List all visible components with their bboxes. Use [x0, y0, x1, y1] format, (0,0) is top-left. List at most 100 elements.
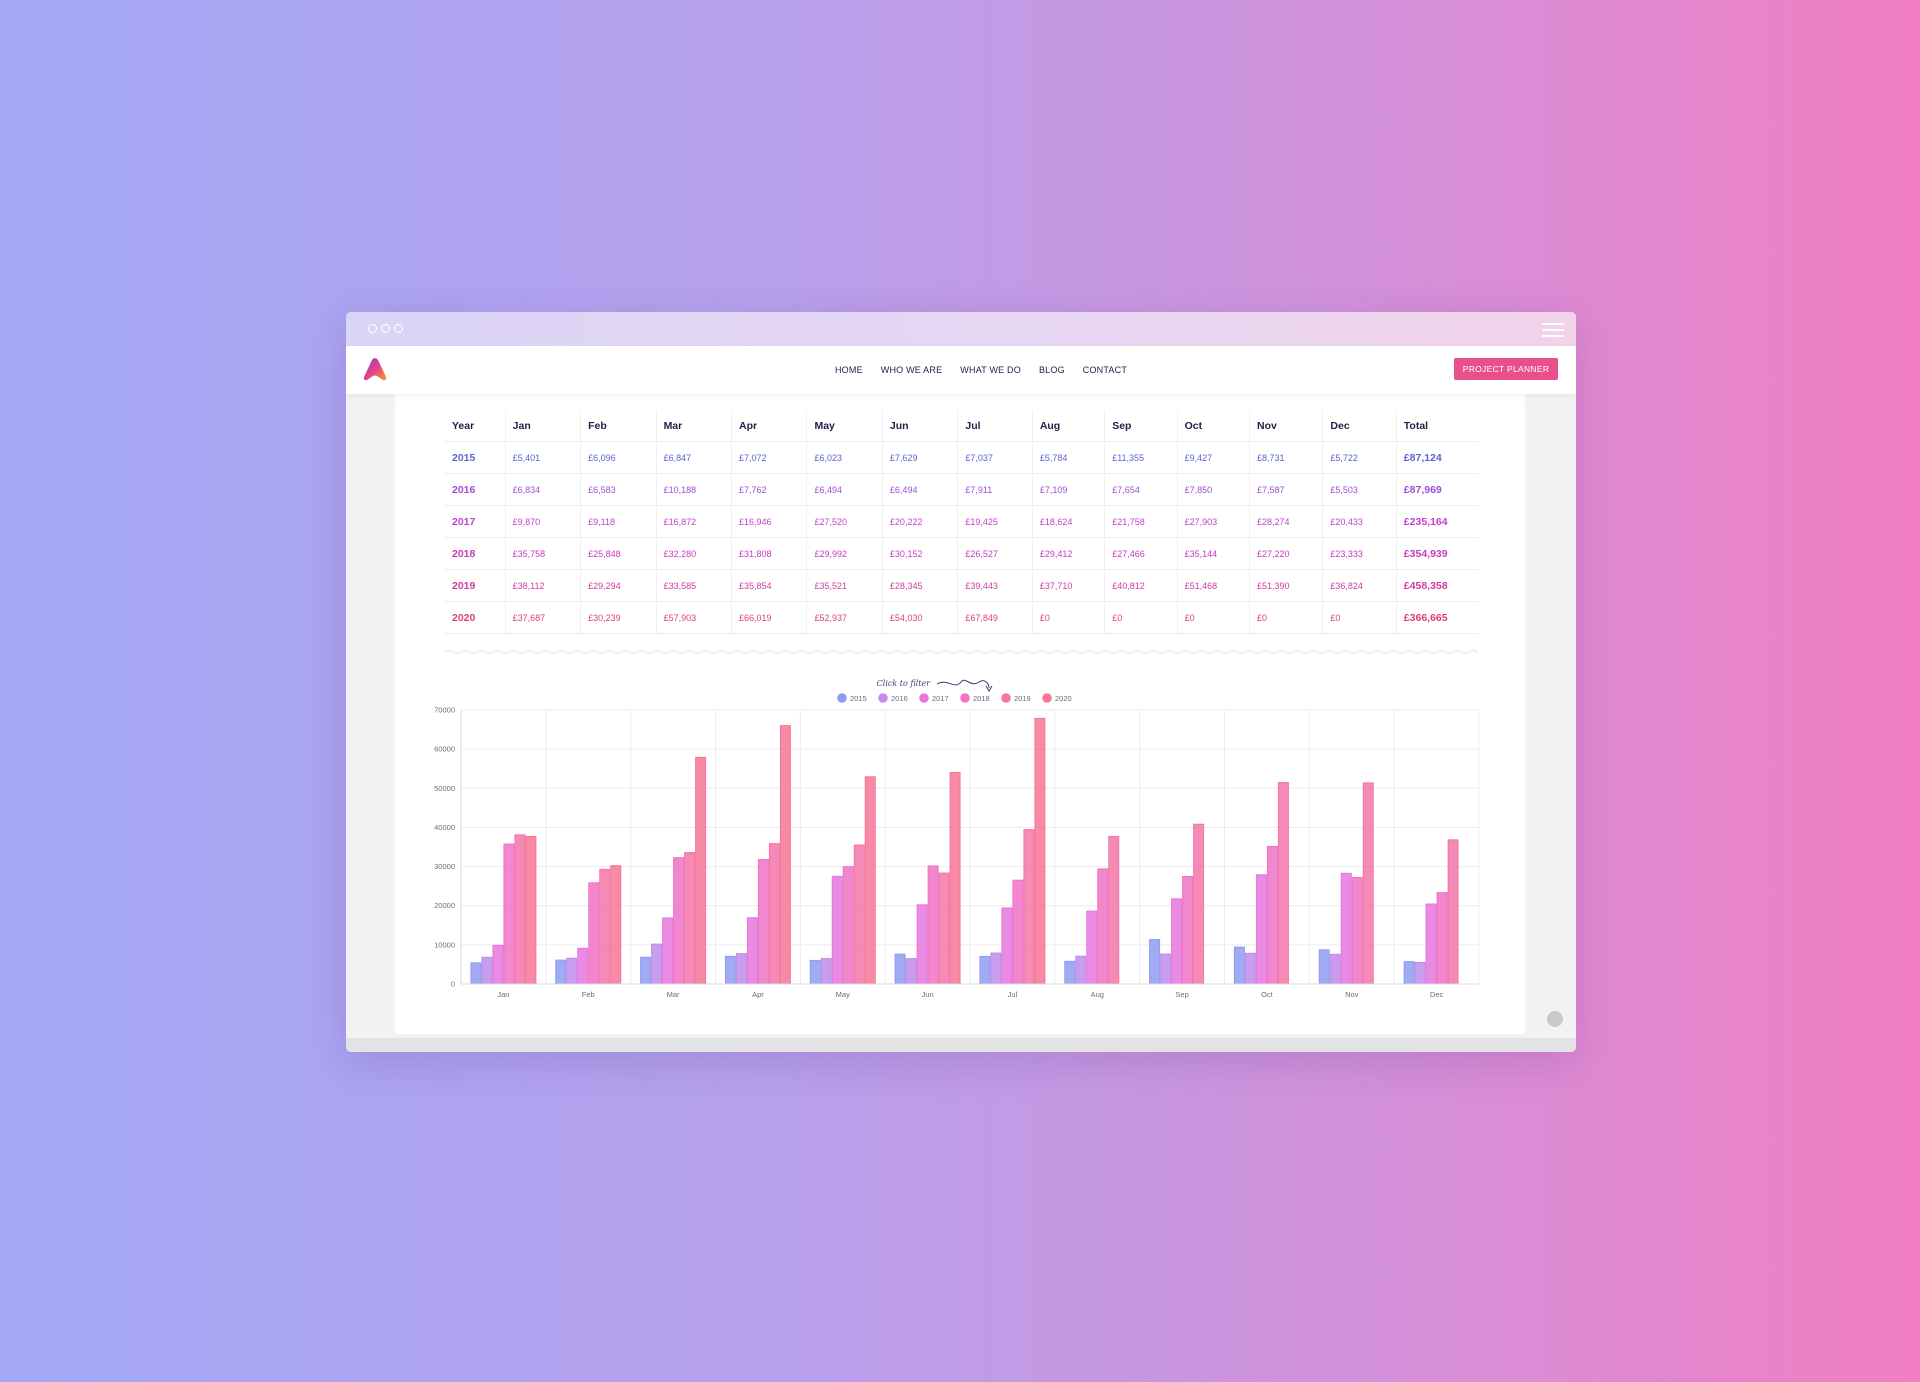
bar-2017-feb[interactable] [577, 947, 589, 985]
bar-2016-sep[interactable] [1160, 953, 1172, 985]
bar-2016-jun[interactable] [905, 958, 917, 985]
legend-swatch-2017[interactable] [918, 692, 930, 704]
bar-2019-aug[interactable] [1108, 835, 1120, 985]
bar-2019-jun[interactable] [938, 872, 950, 985]
bar-2018-oct[interactable] [1266, 845, 1278, 985]
bar-2015-feb[interactable] [555, 959, 567, 985]
bar-2019-oct[interactable] [1277, 782, 1289, 985]
bar-2015-dec[interactable] [1403, 961, 1415, 985]
table-cell: £28,274 [1248, 505, 1323, 538]
bar-2016-oct[interactable] [1244, 952, 1256, 985]
legend-swatch-2019[interactable] [1000, 692, 1012, 704]
bar-2016-dec[interactable] [1414, 961, 1426, 985]
bar-2020-apr[interactable] [779, 725, 791, 985]
bar-2015-sep[interactable] [1149, 939, 1161, 985]
bar-2019-mar[interactable] [684, 852, 696, 985]
bar-2015-jun[interactable] [894, 953, 906, 985]
bar-2017-dec[interactable] [1425, 903, 1437, 985]
bar-2019-sep[interactable] [1193, 823, 1205, 985]
nav-home[interactable]: HOME [834, 365, 863, 375]
legend-label-2019[interactable]: 2019 [1014, 694, 1031, 703]
x-tick-label: Sep [1175, 990, 1188, 999]
bar-2017-jul[interactable] [1001, 907, 1013, 985]
bar-2019-feb[interactable] [599, 868, 611, 985]
bar-2016-may[interactable] [820, 958, 832, 985]
legend-label-2018[interactable]: 2018 [973, 694, 990, 703]
legend-swatch-2018[interactable] [959, 692, 971, 704]
nav-what-we-do[interactable]: WHAT WE DO [960, 365, 1021, 375]
bar-2018-feb[interactable] [588, 882, 600, 985]
scroll-top-button[interactable] [1547, 1011, 1563, 1027]
legend-label-2017[interactable]: 2017 [932, 694, 949, 703]
bar-2016-nov[interactable] [1329, 953, 1341, 985]
bar-2017-mar[interactable] [662, 917, 674, 985]
legend-label-2016[interactable]: 2016 [891, 694, 908, 703]
window-maximize-icon[interactable] [394, 324, 403, 333]
bar-2018-may[interactable] [842, 866, 854, 985]
legend-swatch-2016[interactable] [877, 692, 889, 704]
bar-2018-sep[interactable] [1182, 875, 1194, 985]
bar-2020-mar[interactable] [695, 756, 707, 985]
bar-2015-apr[interactable] [724, 955, 736, 985]
legend-label-2015[interactable]: 2015 [850, 694, 867, 703]
hamburger-icon[interactable] [1542, 323, 1564, 337]
legend-swatch-2015[interactable] [836, 692, 848, 704]
nav-who-we-are[interactable]: WHO WE ARE [880, 365, 943, 375]
bar-2018-mar[interactable] [673, 857, 685, 985]
bar-2015-oct[interactable] [1233, 946, 1245, 985]
table-cell: £7,109 [1031, 473, 1105, 506]
bar-2016-mar[interactable] [651, 943, 663, 985]
bar-2019-nov[interactable] [1362, 782, 1374, 985]
bar-2016-feb[interactable] [566, 957, 578, 985]
bar-2017-oct[interactable] [1255, 874, 1267, 985]
legend-label-2020[interactable]: 2020 [1055, 694, 1072, 703]
table-cell: £33,585 [655, 569, 732, 602]
nav-contact[interactable]: CONTACT [1082, 365, 1128, 375]
bar-2018-dec[interactable] [1436, 892, 1448, 985]
project-planner-button[interactable]: PROJECT PLANNER [1454, 358, 1558, 380]
bar-2018-aug[interactable] [1097, 868, 1109, 985]
legend-swatch-2020[interactable] [1041, 692, 1053, 704]
bar-2016-aug[interactable] [1075, 955, 1087, 985]
bar-2019-may[interactable] [853, 844, 865, 985]
bar-2019-apr[interactable] [768, 843, 780, 985]
bar-2015-may[interactable] [809, 959, 821, 985]
bar-2017-sep[interactable] [1171, 898, 1183, 985]
bar-2018-jul[interactable] [1012, 879, 1024, 985]
bar-2018-apr[interactable] [757, 858, 769, 985]
bar-2017-jun[interactable] [916, 904, 928, 985]
brand-logo-icon[interactable] [362, 356, 388, 382]
bar-2017-nov[interactable] [1340, 872, 1352, 985]
bar-2020-feb[interactable] [610, 865, 622, 985]
bar-2017-may[interactable] [831, 875, 843, 985]
bar-2020-jan[interactable] [525, 835, 537, 985]
table-cell: £20,433 [1322, 505, 1397, 538]
bar-2018-nov[interactable] [1351, 876, 1363, 985]
bar-2015-nov[interactable] [1318, 949, 1330, 985]
bar-2016-apr[interactable] [735, 953, 747, 985]
bar-2020-jun[interactable] [949, 772, 961, 985]
bar-2015-aug[interactable] [1064, 960, 1076, 985]
bar-2019-jan[interactable] [514, 834, 526, 985]
window-close-icon[interactable] [368, 324, 377, 333]
bar-2015-mar[interactable] [640, 956, 652, 985]
bar-2019-dec[interactable] [1447, 839, 1459, 985]
bar-2015-jul[interactable] [979, 955, 991, 985]
bar-2018-jun[interactable] [927, 865, 939, 985]
bar-2020-jul[interactable] [1034, 717, 1046, 985]
bar-2016-jan[interactable] [481, 956, 493, 985]
bar-2017-aug[interactable] [1086, 910, 1098, 985]
bar-2020-may[interactable] [864, 776, 876, 985]
window-minimize-icon[interactable] [381, 324, 390, 333]
bar-2019-jul[interactable] [1023, 829, 1035, 985]
table-cell: £52,937 [806, 601, 883, 634]
table-cell: £9,427 [1176, 441, 1250, 474]
bar-2018-jan[interactable] [503, 843, 515, 985]
table-cell: £27,520 [806, 505, 883, 538]
bar-2017-apr[interactable] [746, 917, 758, 985]
bar-2017-jan[interactable] [492, 944, 504, 985]
bar-2016-jul[interactable] [990, 952, 1002, 985]
bar-2015-jan[interactable] [470, 962, 482, 985]
table-cell: £9,870 [504, 505, 581, 538]
nav-blog[interactable]: BLOG [1038, 365, 1065, 375]
